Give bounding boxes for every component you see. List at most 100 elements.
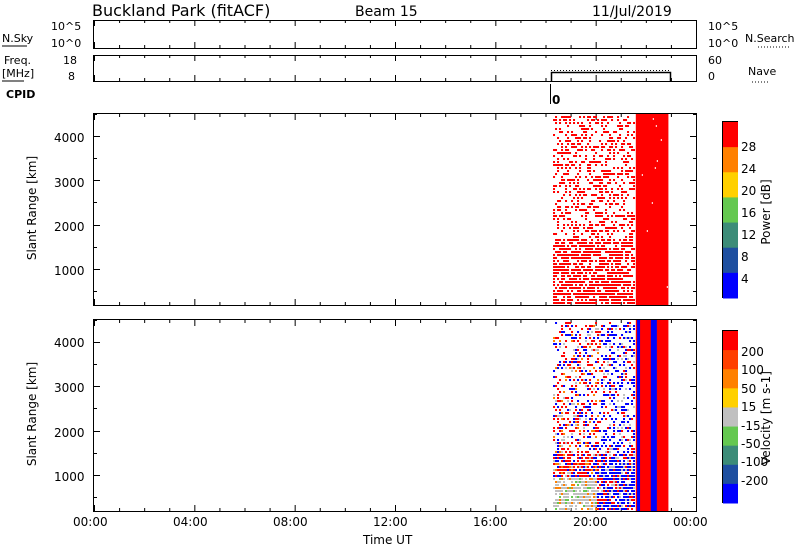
power-cell (585, 245, 588, 247)
velocity-cell (593, 481, 596, 483)
power-cell (587, 170, 590, 172)
power-cell (591, 293, 594, 295)
power-cell (567, 164, 570, 166)
power-cell (589, 221, 592, 223)
power-cell (573, 233, 576, 235)
velocity-cell (557, 499, 560, 501)
power-cell (593, 206, 596, 208)
power-cell (573, 230, 576, 232)
power-cell (567, 116, 570, 118)
power-cell (589, 173, 592, 175)
velocity-cell (581, 481, 584, 483)
power-cell (619, 281, 622, 283)
power-cell (597, 248, 600, 250)
velocity-cell (561, 415, 564, 417)
velocity-cell (615, 448, 618, 450)
power-cell (593, 209, 596, 211)
velocity-cell (595, 499, 598, 501)
power-cell (553, 233, 556, 235)
power-cell (577, 173, 580, 175)
velocity-cell (575, 490, 578, 492)
velocity-cell (577, 478, 580, 480)
velocity-cell (603, 478, 606, 480)
power-cell (577, 227, 580, 229)
velocity-cell (625, 373, 628, 375)
power-cell (587, 245, 590, 247)
velocity-cell (617, 469, 620, 471)
power-cell (615, 302, 618, 304)
velocity-colorbar-swatch (723, 388, 738, 408)
velocity-cell (563, 487, 566, 489)
power-cell (579, 296, 582, 298)
power-cell (589, 269, 592, 271)
power-cell (583, 131, 586, 133)
power-colorbar-swatch (723, 247, 738, 274)
velocity-cell (625, 478, 628, 480)
power-cell (559, 245, 562, 247)
velocity-cell (569, 445, 572, 447)
velocity-cell (563, 496, 566, 498)
velocity-cell (613, 421, 616, 423)
power-cell (601, 239, 604, 241)
power-cell (553, 119, 556, 121)
power-cell (609, 239, 612, 241)
power-cell (595, 293, 598, 295)
power-cell (605, 263, 608, 265)
cpid-value: 0 (552, 93, 561, 107)
velocity-cell (609, 346, 612, 348)
velocity-cell (569, 490, 572, 492)
velocity-cell (569, 421, 572, 423)
velocity-cell (575, 325, 578, 327)
velocity-cell (577, 472, 580, 474)
velocity-cell (579, 481, 582, 483)
power-cell (571, 161, 574, 163)
velocity-cb-tick-100: 100 (741, 363, 764, 377)
velocity-cell (613, 424, 616, 426)
velocity-cell (589, 460, 592, 462)
velocity-cell (561, 430, 564, 432)
velocity-cell (585, 421, 588, 423)
power-cell (565, 116, 568, 118)
power-cell (557, 227, 560, 229)
velocity-cell (565, 490, 568, 492)
power-cell (577, 287, 580, 289)
velocity-colorbar-swatch (723, 445, 738, 466)
power-cell (575, 134, 578, 136)
velocity-cell (569, 376, 572, 378)
velocity-cell (591, 355, 594, 357)
power-cell (575, 146, 578, 148)
velocity-cell (627, 382, 630, 384)
power-cell (561, 293, 564, 295)
velocity-cell (611, 496, 614, 498)
velocity-cell (595, 445, 598, 447)
power-cell (571, 221, 574, 223)
power-cell (581, 161, 584, 163)
velocity-cell (627, 397, 630, 399)
velocity-cell (569, 367, 572, 369)
power-cell (607, 284, 610, 286)
velocity-cell (629, 502, 632, 504)
power-cell (607, 182, 610, 184)
power-cell (627, 122, 630, 124)
power-cell (621, 128, 624, 130)
power-cell (567, 158, 570, 160)
power-cell (627, 272, 630, 274)
velocity-cell (585, 325, 588, 327)
velocity-cell (555, 367, 558, 369)
power-cell (583, 125, 586, 127)
power-cell (623, 275, 626, 277)
power-cell (561, 290, 564, 292)
velocity-cell (623, 451, 626, 453)
velocity-cell (559, 409, 562, 411)
power-cell (555, 203, 558, 205)
velocity-cell (629, 466, 632, 468)
velocity-cell (581, 403, 584, 405)
time-tick-0400: 04:00 (173, 515, 208, 529)
velocity-cell (577, 379, 580, 381)
velocity-cell (555, 475, 558, 477)
velocity-cell (601, 406, 604, 408)
velocity-cell (597, 487, 600, 489)
velocity-cell (577, 484, 580, 486)
power-cell (589, 248, 592, 250)
velocity-cell (591, 385, 594, 387)
